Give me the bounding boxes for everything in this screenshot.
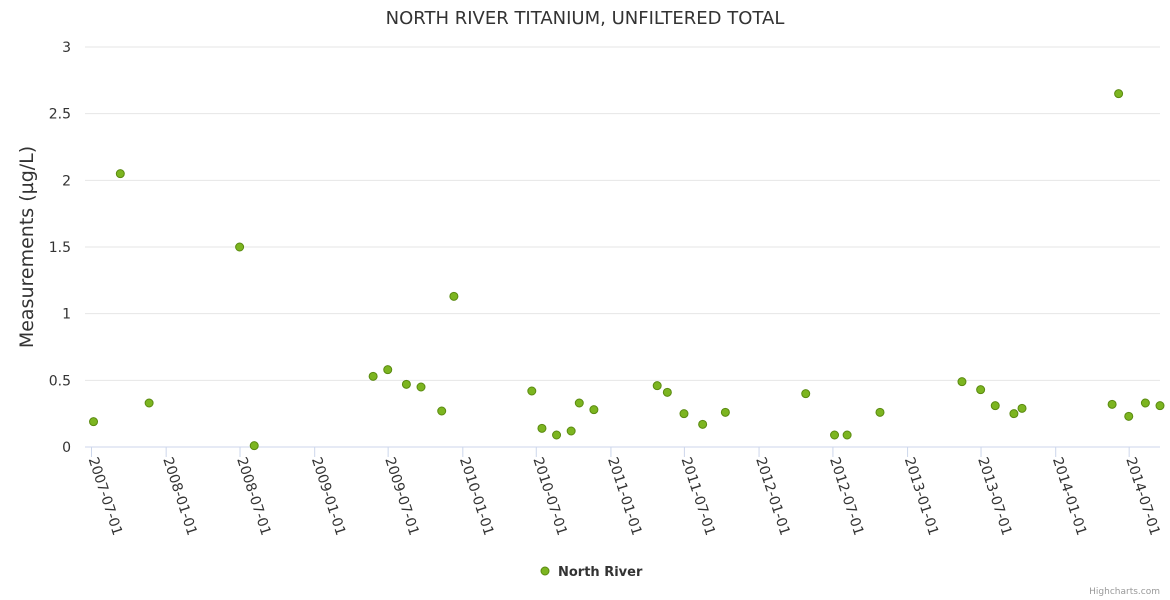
data-point[interactable]: [976, 385, 986, 395]
credits-link[interactable]: Highcharts.com: [1089, 587, 1160, 597]
data-point[interactable]: [1017, 403, 1027, 413]
data-point[interactable]: [449, 291, 459, 301]
y-axis-label: Measurements (µg/L): [16, 146, 38, 348]
x-tick-label: 2014-01-01: [1049, 455, 1089, 537]
y-tick-label: 0.5: [49, 373, 71, 389]
data-point[interactable]: [383, 365, 393, 375]
data-point[interactable]: [144, 398, 154, 408]
x-axis: 2007-07-01 2008-01-01 2008-07-01 2009-01-01…: [85, 447, 1163, 538]
data-point[interactable]: [1107, 399, 1117, 409]
data-point[interactable]: [830, 430, 840, 440]
x-tick-label: 2014-07-01: [1122, 455, 1162, 537]
data-point[interactable]: [698, 419, 708, 429]
grid-lines: [85, 46, 1160, 448]
y-tick-label: 2.5: [49, 107, 71, 123]
data-point[interactable]: [801, 389, 811, 399]
series-north-river[interactable]: [89, 89, 1165, 451]
data-point[interactable]: [437, 406, 447, 416]
x-tick-label: 2009-07-01: [381, 455, 421, 537]
legend-marker-north-river[interactable]: [540, 566, 550, 576]
x-tick-label: 2010-01-01: [456, 455, 496, 537]
x-tick-label: 2007-07-01: [85, 455, 125, 537]
data-point[interactable]: [652, 381, 662, 391]
data-point[interactable]: [115, 169, 125, 179]
data-point[interactable]: [1114, 89, 1124, 99]
data-point[interactable]: [527, 386, 537, 396]
x-tick-label: 2011-01-01: [604, 455, 644, 537]
data-point[interactable]: [1155, 401, 1165, 411]
x-tick-label: 2012-01-01: [752, 455, 792, 537]
data-point[interactable]: [720, 407, 730, 417]
x-tick-label: 2008-01-01: [159, 455, 199, 537]
data-point[interactable]: [401, 379, 411, 389]
data-point[interactable]: [662, 387, 672, 397]
data-point[interactable]: [235, 242, 245, 252]
y-tick-label: 3: [62, 40, 71, 56]
data-point[interactable]: [552, 430, 562, 440]
data-point[interactable]: [1124, 411, 1134, 421]
data-point[interactable]: [537, 423, 547, 433]
data-point[interactable]: [990, 401, 1000, 411]
data-point[interactable]: [566, 426, 576, 436]
x-tick-label: 2011-07-01: [678, 455, 718, 537]
data-point[interactable]: [416, 382, 426, 392]
data-point[interactable]: [368, 371, 378, 381]
y-tick-label: 2: [62, 173, 71, 189]
data-point[interactable]: [589, 405, 599, 415]
y-tick-label: 1: [62, 307, 71, 323]
x-tick-label: 2012-07-01: [826, 455, 866, 537]
data-point[interactable]: [89, 417, 99, 427]
data-point[interactable]: [679, 409, 689, 419]
data-point[interactable]: [1009, 409, 1019, 419]
data-point[interactable]: [957, 377, 967, 387]
y-axis: 0 0.5 1 1.5 2 2.5 3: [49, 40, 71, 456]
y-tick-label: 0: [62, 440, 71, 456]
data-point[interactable]: [574, 398, 584, 408]
x-tick-label: 2008-07-01: [233, 455, 273, 537]
x-tick-label: 2009-01-01: [308, 455, 348, 537]
legend-item-north-river[interactable]: North River: [558, 565, 643, 580]
legend[interactable]: North River: [540, 565, 643, 580]
x-tick-label: 2013-01-01: [901, 455, 941, 537]
x-tick-label: 2013-07-01: [974, 455, 1014, 537]
chart-title: NORTH RIVER TITANIUM, UNFILTERED TOTAL: [386, 8, 785, 29]
data-point[interactable]: [842, 430, 852, 440]
data-point[interactable]: [1140, 398, 1150, 408]
x-tick-label: 2010-07-01: [529, 455, 569, 537]
data-point[interactable]: [875, 407, 885, 417]
data-point[interactable]: [249, 441, 259, 451]
y-tick-label: 1.5: [49, 240, 71, 256]
